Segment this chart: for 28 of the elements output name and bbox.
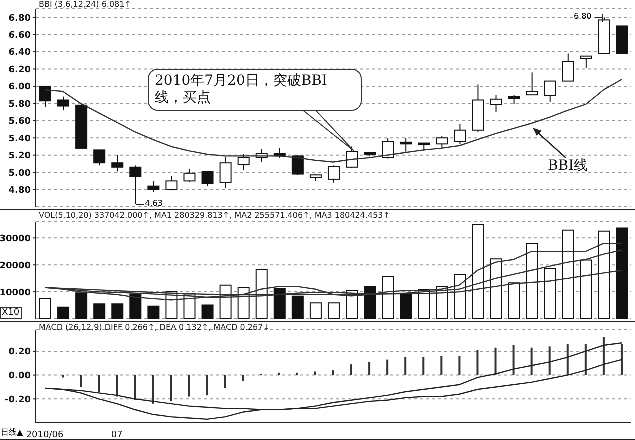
chart-subtitle: VOL(5,10,20) 337042.000↑, MA1 280329.813↑, MA2 255571.406↑, MA3 180424.453↑ (39, 211, 390, 220)
y-tick-label: 10000 (0, 288, 31, 298)
y-tick-label: 0.00 (8, 372, 31, 382)
y-tick-label: -0.20 (5, 395, 31, 406)
y-tick-label: 5.40 (8, 134, 31, 144)
y-tick-label: 6.60 (8, 31, 31, 42)
y-tick-label: 4.80 (8, 186, 31, 196)
text: 日线▲ (0, 427, 24, 438)
y-tick-label: 6.00 (8, 82, 31, 93)
y-tick-label: 6.40 (8, 48, 31, 58)
annotation: 6.80 (574, 12, 592, 21)
y-tick-label: 6.80 (8, 14, 31, 24)
chart-subtitle: MACD (26,12,9) DIFF 0.266↑, DEA 0.132↑, MACD 0.267↓ (39, 323, 270, 332)
annotation: BBI线 (548, 157, 588, 175)
x-tick-label: 07 (111, 430, 123, 440)
y-tick-label: 5.80 (8, 100, 31, 110)
annotation: 4.63 (145, 199, 163, 208)
y-tick-label: 5.20 (8, 152, 31, 162)
text: X10 (0, 307, 22, 319)
y-tick-label: 30000 (0, 234, 31, 244)
annotation: 2010年7月20日，突破BBI线，买点 (148, 69, 362, 111)
y-tick-label: 5.60 (8, 117, 31, 128)
y-tick-label: 0.20 (8, 348, 31, 358)
chart-subtitle: BBI (3,6,12,24) 6.081↑ (39, 0, 132, 9)
x-tick-label: 2010/06 (26, 430, 64, 440)
y-tick-label: 20000 (0, 261, 31, 272)
y-tick-label: 6.20 (8, 65, 31, 76)
y-tick-label: 5.00 (8, 168, 31, 179)
